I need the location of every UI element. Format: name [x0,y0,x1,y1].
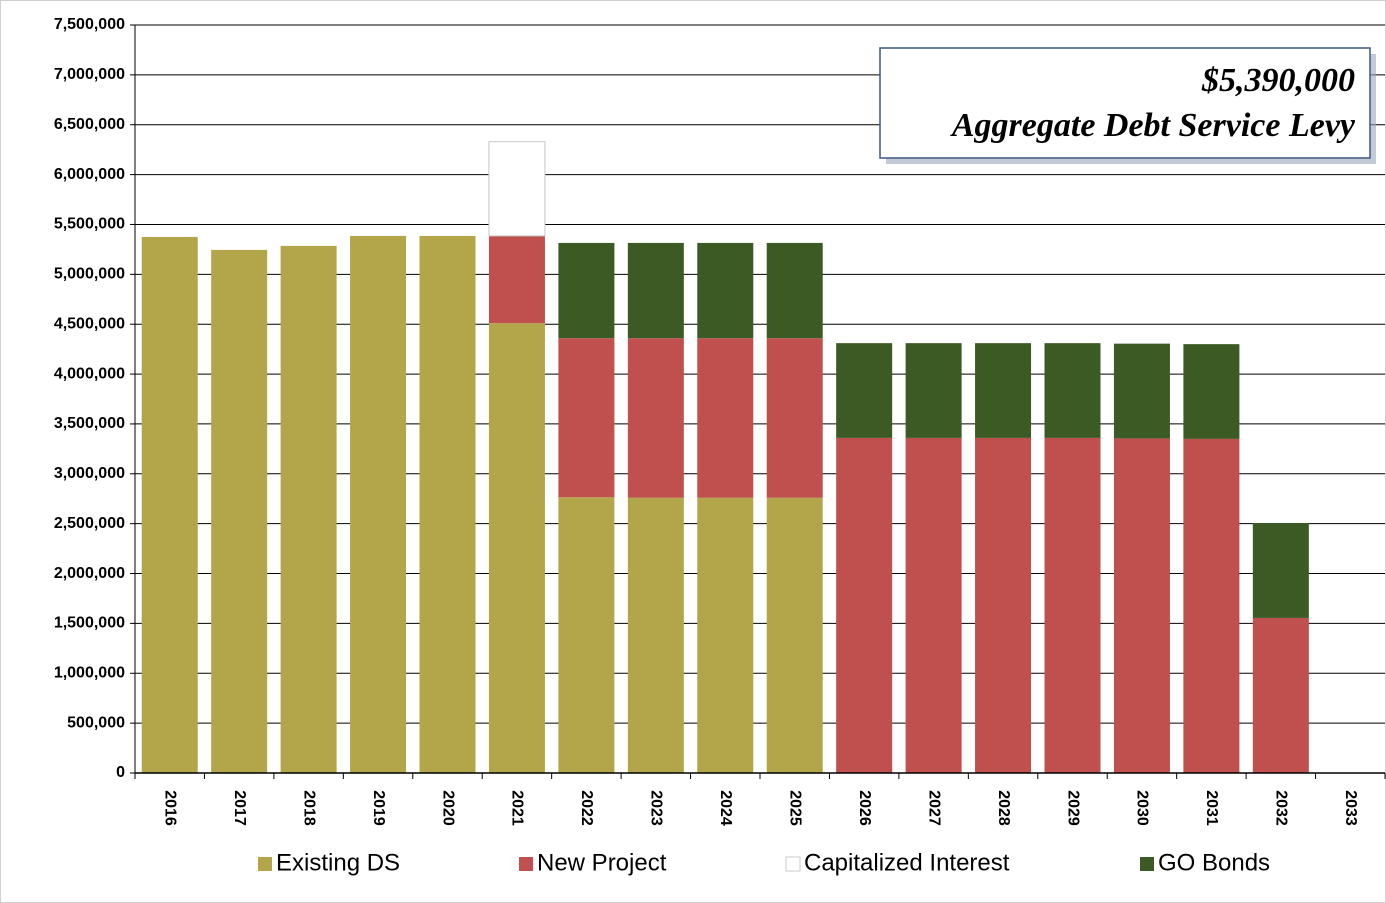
bar-segment [488,235,545,324]
bar-segment [697,242,754,339]
x-tick-label: 2028 [995,790,1012,826]
y-tick-label: 1,000,000 [54,664,125,681]
bar-segment [836,437,893,773]
bar-segment [488,141,546,237]
y-tick-label: 5,500,000 [54,216,125,233]
y-tick-label: 3,500,000 [54,415,125,432]
bar-segment [627,497,684,773]
y-tick-label: 3,000,000 [54,465,125,482]
legend-label: Existing DS [276,849,400,876]
y-tick-label: 5,000,000 [54,266,125,283]
bar-segment [627,242,684,339]
x-tick-label: 2022 [578,790,595,826]
y-tick-label: 2,500,000 [54,515,125,532]
bar-segment [558,497,615,773]
bar-segment [697,497,754,773]
legend-label: GO Bonds [1158,849,1270,876]
x-tick-label: 2030 [1134,790,1151,826]
bar-segment [558,338,615,498]
x-tick-label: 2016 [161,790,178,826]
y-tick-label: 4,500,000 [54,315,125,332]
bar-segment [211,249,268,773]
bar-segment [1183,344,1240,439]
y-tick-label: 6,000,000 [54,166,125,183]
legend-swatch [519,857,533,871]
bar-segment [975,437,1032,773]
y-tick-label: 1,500,000 [54,615,125,632]
annotation-box [879,47,1371,159]
bar-segment [1113,438,1170,773]
x-tick-label: 2024 [717,790,734,826]
annotation-text: Aggregate Debt Service Levy [950,107,1356,144]
bar-segment [350,235,407,773]
bar-segment [697,338,754,498]
x-tick-label: 2021 [509,790,526,826]
x-tick-label: 2017 [231,790,248,826]
bar-segment [836,343,893,438]
y-tick-label: 4,000,000 [54,365,125,382]
annotation-amount: $5,390,000 [1201,62,1355,99]
legend-swatch [258,857,272,871]
x-tick-label: 2032 [1273,790,1290,826]
y-tick-label: 6,500,000 [54,116,125,133]
bar-segment [280,245,337,774]
x-tick-label: 2018 [300,790,317,826]
bar-segment [1183,438,1240,773]
bar-segment [766,497,823,773]
legend-label: Capitalized Interest [804,849,1010,876]
y-tick-label: 0 [116,764,125,781]
bar-segment [905,343,962,438]
bar-segment [975,343,1032,438]
x-tick-label: 2019 [370,790,387,826]
y-tick-label: 7,000,000 [54,66,125,83]
x-tick-label: 2027 [925,790,942,826]
x-tick-label: 2026 [856,790,873,826]
y-tick-label: 2,000,000 [54,565,125,582]
x-tick-label: 2023 [648,790,665,826]
x-tick-label: 2031 [1203,790,1220,826]
bar-segment [1113,343,1170,439]
y-tick-label: 7,500,000 [54,16,125,33]
legend-swatch [1140,857,1154,871]
bar-segment [1044,343,1101,438]
bar-segment [766,338,823,498]
bar-segment [488,323,545,773]
x-tick-label: 2029 [1064,790,1081,826]
x-tick-label: 2020 [439,790,456,826]
y-tick-label: 500,000 [67,714,125,731]
bar-segment [627,338,684,498]
bar-segment [419,235,476,773]
bar-segment [905,437,962,773]
bar-segment [1044,437,1101,773]
x-tick-label: 2025 [786,790,803,826]
bar-segment [1252,523,1309,618]
bar-segment [1252,617,1309,773]
x-tick-label: 2033 [1342,790,1359,826]
legend-swatch [785,856,801,872]
bar-segment [558,242,615,339]
bar-segment [766,242,823,339]
legend-label: New Project [537,849,667,876]
bar-segment [141,236,198,773]
